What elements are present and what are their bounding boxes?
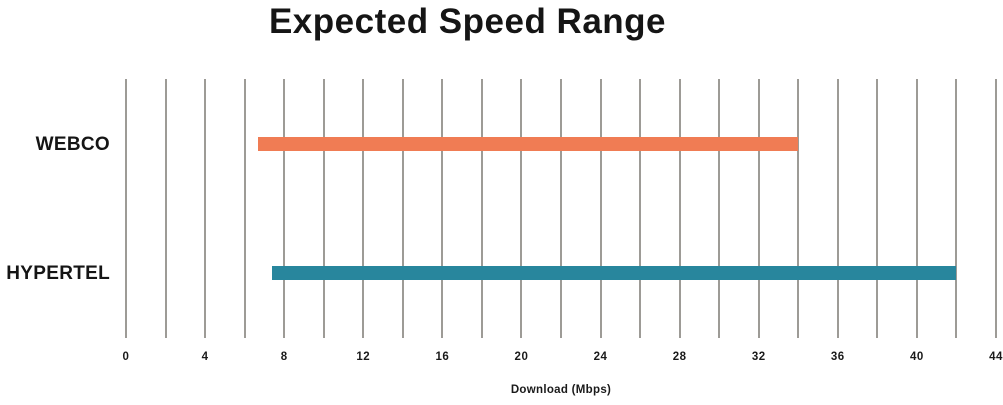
gridline xyxy=(955,79,958,338)
gridline xyxy=(480,79,483,338)
x-tick-label-12: 12 xyxy=(356,351,371,363)
x-tick-label-4: 4 xyxy=(201,351,209,363)
x-tick-label-0: 0 xyxy=(122,351,130,363)
category-label-hypertel: HYPERTEL xyxy=(6,263,110,285)
gridline xyxy=(757,79,760,338)
gridline xyxy=(204,79,207,338)
gridline xyxy=(678,79,681,338)
gridline xyxy=(836,79,839,338)
gridline xyxy=(797,79,800,338)
x-tick-label-24: 24 xyxy=(593,351,608,363)
x-tick-label-44: 44 xyxy=(989,351,1003,363)
gridline xyxy=(243,79,246,338)
x-tick-label-8: 8 xyxy=(280,351,288,363)
gridline xyxy=(125,79,127,338)
gridline xyxy=(876,79,879,338)
gridline xyxy=(915,79,918,338)
gridline xyxy=(520,79,523,338)
x-tick-label-28: 28 xyxy=(672,351,687,363)
plot-area xyxy=(125,79,997,338)
x-tick-label-36: 36 xyxy=(830,351,845,363)
gridline xyxy=(995,79,997,338)
gridline xyxy=(599,79,602,338)
gridline xyxy=(322,79,325,338)
gridline xyxy=(283,79,286,338)
x-tick-label-32: 32 xyxy=(751,351,766,363)
x-tick-label-16: 16 xyxy=(435,351,450,363)
gridline xyxy=(718,79,721,338)
gridline xyxy=(401,79,404,338)
range-bar-webco xyxy=(258,136,799,151)
gridline xyxy=(164,79,167,338)
gridline xyxy=(639,79,642,338)
gridline xyxy=(441,79,444,338)
x-tick-label-20: 20 xyxy=(514,351,529,363)
range-bar-hypertel xyxy=(272,266,957,281)
x-axis-title: Download (Mbps) xyxy=(510,384,612,396)
x-tick-label-40: 40 xyxy=(910,351,924,363)
gridline xyxy=(362,79,365,338)
chart-title: Expected Speed Range xyxy=(268,2,667,41)
gridline xyxy=(560,79,562,338)
category-label-webco: WEBCO xyxy=(35,133,110,155)
